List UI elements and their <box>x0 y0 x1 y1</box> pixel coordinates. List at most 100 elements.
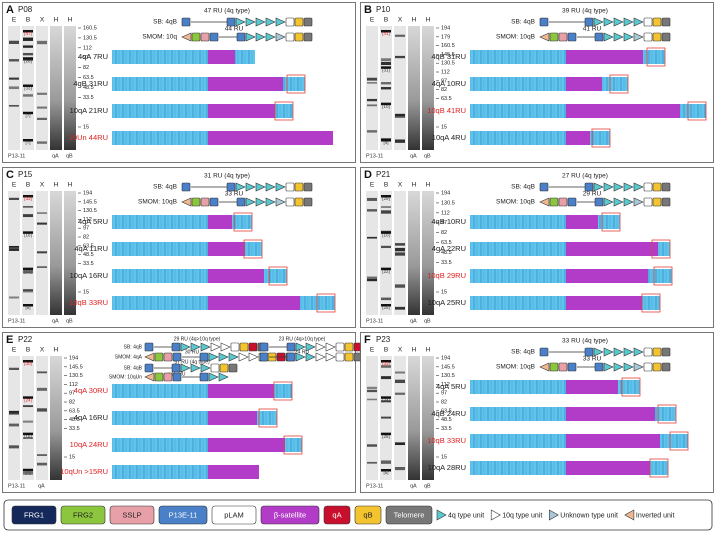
gel-band <box>37 266 47 268</box>
element <box>294 182 304 192</box>
schematic-label: 24 RU <box>295 349 310 355</box>
repeat-unit <box>623 182 634 192</box>
gel-band <box>37 117 47 120</box>
repeat-unit <box>315 342 326 352</box>
band-label: [33] <box>382 361 390 366</box>
repeat-unit <box>265 197 276 207</box>
row-label: 10qB 41RU <box>427 106 466 115</box>
repeat-unit <box>245 197 256 207</box>
repeat-unit <box>613 347 624 357</box>
element <box>303 17 313 27</box>
beta-satellite <box>566 242 658 256</box>
element <box>344 342 354 352</box>
proximal-region <box>112 465 208 479</box>
schematic-label: 57 RU (4q type) <box>174 359 210 365</box>
gel-footer: qA <box>52 153 59 159</box>
legend-label: Inverted unit <box>636 512 675 519</box>
band-label: [?] <box>25 140 30 145</box>
gel-band <box>381 360 391 363</box>
gel-band <box>367 236 377 239</box>
gel-band <box>381 245 391 249</box>
beta-satellite <box>208 296 300 310</box>
gel-band <box>395 379 405 384</box>
repeat-unit <box>255 17 266 27</box>
lane-label: X <box>398 347 403 354</box>
gel-band <box>367 130 377 133</box>
legend-swatch <box>354 505 382 525</box>
marker-label: 48.5 <box>83 252 94 258</box>
panel-letter: A <box>6 4 14 16</box>
gel-band <box>395 284 405 288</box>
band-label: [5] <box>25 305 30 310</box>
element <box>584 17 594 27</box>
gel-band <box>23 195 33 198</box>
repeat-unit <box>623 197 634 207</box>
gel-band <box>23 37 33 41</box>
element <box>230 342 240 352</box>
schematic-label: 44 RU <box>225 26 244 33</box>
row-label: 10qA 21RU <box>70 106 108 115</box>
element <box>163 372 173 382</box>
element <box>652 182 662 192</box>
repeat-unit <box>633 347 644 357</box>
element <box>652 32 662 42</box>
gel-lane <box>394 26 406 150</box>
lane-label: B <box>26 182 30 189</box>
gel-band <box>381 416 391 419</box>
element <box>558 32 568 42</box>
gel-band <box>395 34 405 37</box>
qarm-box <box>651 239 671 259</box>
proximal-region <box>470 77 566 91</box>
lane-label: H <box>68 182 73 189</box>
gel-band <box>9 245 19 248</box>
marker-label: 194 <box>441 355 450 361</box>
lane-label: E <box>370 347 375 354</box>
lane-label: H <box>426 17 431 24</box>
gel-band <box>23 139 33 142</box>
gel-band <box>9 86 19 90</box>
gel-band <box>9 197 19 200</box>
schematic-label: SB: 4qB <box>153 19 177 26</box>
repeat-unit <box>305 352 316 362</box>
marker-label: 15 <box>441 289 447 295</box>
marker-label: 82 <box>441 87 447 93</box>
repeat-unit <box>208 372 219 382</box>
element <box>191 197 201 207</box>
schematic-label: 31 RU (4q type) <box>204 173 250 180</box>
qarm-box <box>669 431 689 451</box>
repeat-unit <box>593 182 604 192</box>
gel-band <box>37 371 47 374</box>
marker-label: 15 <box>83 124 89 130</box>
element <box>239 342 249 352</box>
proximal-region <box>112 411 208 425</box>
marker-label: 194 <box>441 190 450 196</box>
panel-letter: F <box>364 334 371 346</box>
repeat-array <box>642 296 660 310</box>
beta-satellite <box>566 215 598 229</box>
repeat-unit <box>235 182 246 192</box>
gel-band <box>9 40 19 44</box>
qarm-box <box>657 404 677 424</box>
element <box>661 197 671 207</box>
repeat-unit <box>275 197 286 207</box>
element <box>643 182 653 192</box>
schematic-label: 29 RU <box>583 191 602 198</box>
proximal-region <box>112 131 208 145</box>
repeat-unit <box>265 32 276 42</box>
schematic-label: 47 RU (4q type) <box>204 8 250 15</box>
marker-label: 145.5 <box>83 199 97 205</box>
gel-band <box>23 289 33 293</box>
gel-band <box>367 81 377 84</box>
element <box>210 363 220 373</box>
schematic-label: 33 RU <box>583 356 602 363</box>
element <box>643 362 653 372</box>
element <box>549 197 559 207</box>
gel-band <box>367 98 377 102</box>
marker-label: 112 <box>441 210 450 216</box>
element <box>181 17 191 27</box>
element <box>652 17 662 27</box>
gel-footer: qA <box>410 318 417 324</box>
repeat-array <box>590 131 610 145</box>
lane-label: H <box>412 17 417 24</box>
schematic-label: 33 RU <box>225 191 244 198</box>
